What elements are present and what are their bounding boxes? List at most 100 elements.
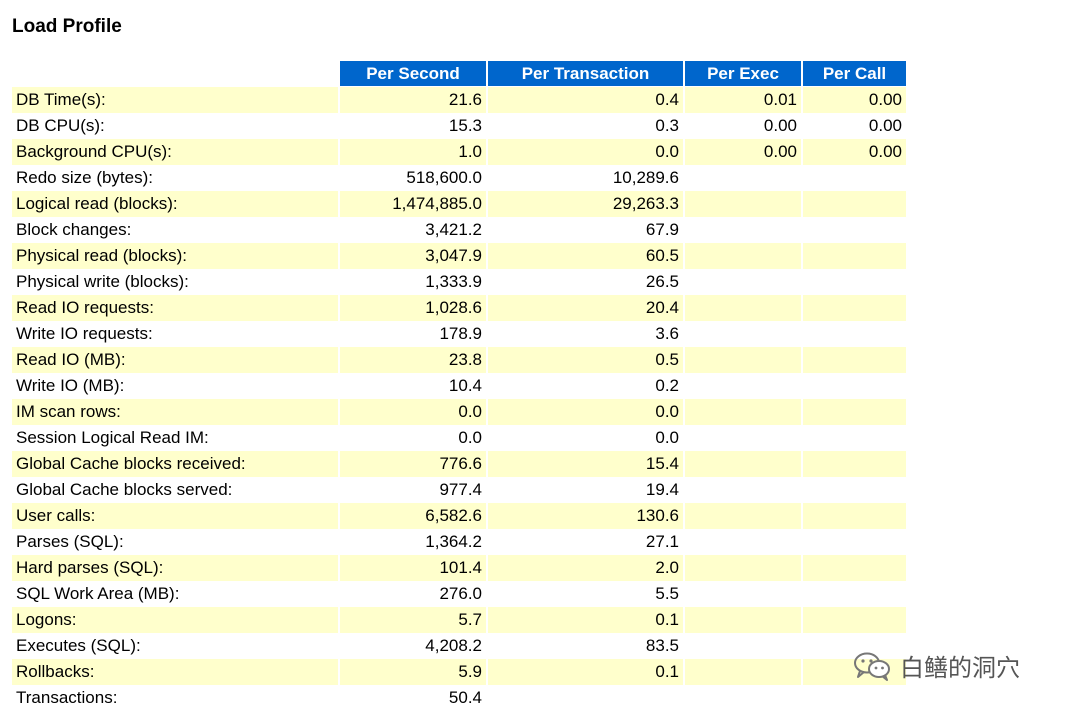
table-row: Logical read (blocks): 1,474,885.0 29,263.… (12, 191, 906, 217)
per-second-cell: 977.4 (439, 480, 482, 499)
table-row: Background CPU(s): 1.0 0.0 0.00 0.00 (12, 139, 906, 165)
table-row: Rollbacks: 5.9 0.1 (12, 659, 906, 685)
per-transaction-cell: 19.4 (645, 480, 679, 499)
per-transaction-cell: 0.0 (655, 428, 679, 447)
table-row: Session Logical Read IM: 0.0 0.0 (12, 425, 906, 451)
per-transaction-cell: 83.5 (645, 636, 679, 655)
per-exec-cell: 0.01 (685, 87, 801, 113)
per-call-cell (803, 269, 906, 295)
per-second-cell: 50.4 (448, 688, 482, 707)
stat-name-cell: Executes (SQL): (16, 636, 141, 655)
table-row: Parses (SQL): 1,364.2 27.1 (12, 529, 906, 555)
per-exec-cell (685, 529, 801, 555)
table-row: Global Cache blocks served: 977.4 19.4 (12, 477, 906, 503)
per-second-cell: 4,208.2 (425, 636, 482, 655)
table-header-row: Per Second Per Transaction Per Exec Per … (12, 61, 906, 87)
per-second-cell: 0.0 (458, 428, 482, 447)
per-exec-cell: 0.00 (763, 116, 797, 135)
header-per-call: Per Call (803, 61, 906, 87)
per-call-cell (803, 685, 906, 711)
per-second-cell: 276.0 (439, 584, 482, 603)
header-per-second: Per Second (340, 61, 486, 87)
per-exec-cell (685, 477, 801, 503)
per-transaction-cell: 2.0 (488, 555, 683, 581)
stat-name-cell: SQL Work Area (MB): (16, 584, 180, 603)
per-transaction-cell: 27.1 (645, 532, 679, 551)
stat-name-cell: Session Logical Read IM: (16, 428, 209, 447)
stat-name-cell: Rollbacks: (12, 659, 338, 685)
table-row: Block changes: 3,421.2 67.9 (12, 217, 906, 243)
stat-name-cell: DB CPU(s): (16, 116, 105, 135)
per-second-cell: 6,582.6 (340, 503, 486, 529)
per-exec-cell (685, 555, 801, 581)
per-call-cell (803, 243, 906, 269)
per-second-cell: 1,028.6 (340, 295, 486, 321)
per-transaction-cell: 3.6 (655, 324, 679, 343)
per-second-cell: 1,364.2 (425, 532, 482, 551)
table-row: Write IO requests: 178.9 3.6 (12, 321, 906, 347)
per-call-cell (803, 165, 906, 191)
per-call-cell (803, 607, 906, 633)
stat-name-cell: Global Cache blocks received: (12, 451, 338, 477)
stat-name-cell: Hard parses (SQL): (12, 555, 338, 581)
watermark: 白鳝的洞穴 (852, 648, 1020, 683)
per-call-cell (803, 399, 906, 425)
per-second-cell: 0.0 (340, 399, 486, 425)
per-call-cell (803, 191, 906, 217)
per-exec-cell (685, 269, 801, 295)
per-second-cell: 1.0 (340, 139, 486, 165)
per-call-cell (803, 295, 906, 321)
table-body: DB Time(s): 21.6 0.4 0.01 0.00 DB CPU(s): 15.3… (12, 87, 906, 711)
header-blank-cell (12, 61, 338, 87)
per-second-cell: 5.7 (340, 607, 486, 633)
per-second-cell: 1,333.9 (425, 272, 482, 291)
per-call-cell (803, 555, 906, 581)
per-exec-cell (685, 191, 801, 217)
table-row: Write IO (MB): 10.4 0.2 (12, 373, 906, 399)
load-profile-table: Per Second Per Transaction Per Exec Per … (10, 61, 908, 711)
table-row: DB CPU(s): 15.3 0.3 0.00 0.00 (12, 113, 906, 139)
stat-name-cell: Write IO (MB): (16, 376, 125, 395)
table-row: Logons: 5.7 0.1 (12, 607, 906, 633)
per-transaction-cell: 10,289.6 (612, 168, 679, 187)
table-row: IM scan rows: 0.0 0.0 (12, 399, 906, 425)
table-row: User calls: 6,582.6 130.6 (12, 503, 906, 529)
per-transaction-cell: 26.5 (645, 272, 679, 291)
stat-name-cell: Logons: (12, 607, 338, 633)
per-second-cell: 23.8 (340, 347, 486, 373)
per-exec-cell (685, 659, 801, 685)
per-exec-cell (685, 607, 801, 633)
per-exec-cell (685, 373, 801, 399)
stat-name-cell: Physical read (blocks): (12, 243, 338, 269)
stat-name-cell: Block changes: (16, 220, 132, 239)
per-transaction-cell: 0.4 (488, 87, 683, 113)
stat-name-cell: Logical read (blocks): (12, 191, 338, 217)
per-second-cell: 101.4 (340, 555, 486, 581)
per-exec-cell (685, 503, 801, 529)
per-second-cell: 776.6 (340, 451, 486, 477)
table-row: Read IO requests: 1,028.6 20.4 (12, 295, 906, 321)
table-row: Hard parses (SQL): 101.4 2.0 (12, 555, 906, 581)
per-transaction-cell: 0.0 (488, 139, 683, 165)
per-transaction-cell: 0.1 (488, 659, 683, 685)
per-transaction-cell: 15.4 (488, 451, 683, 477)
per-second-cell: 21.6 (340, 87, 486, 113)
stat-name-cell: Transactions: (16, 688, 118, 707)
per-exec-cell (685, 399, 801, 425)
per-second-cell: 10.4 (448, 376, 482, 395)
per-call-cell (803, 477, 906, 503)
per-transaction-cell: 0.1 (488, 607, 683, 633)
table-row: SQL Work Area (MB): 276.0 5.5 (12, 581, 906, 607)
per-second-cell: 15.3 (448, 116, 482, 135)
per-exec-cell (685, 581, 801, 607)
per-second-cell: 518,600.0 (406, 168, 482, 187)
per-call-cell: 0.00 (803, 87, 906, 113)
per-second-cell: 178.9 (439, 324, 482, 343)
per-call-cell (803, 529, 906, 555)
header-per-exec: Per Exec (685, 61, 801, 87)
stat-name-cell: User calls: (12, 503, 338, 529)
per-exec-cell (685, 633, 801, 659)
per-call-cell (803, 503, 906, 529)
per-call-cell (803, 581, 906, 607)
per-call-cell (803, 321, 906, 347)
